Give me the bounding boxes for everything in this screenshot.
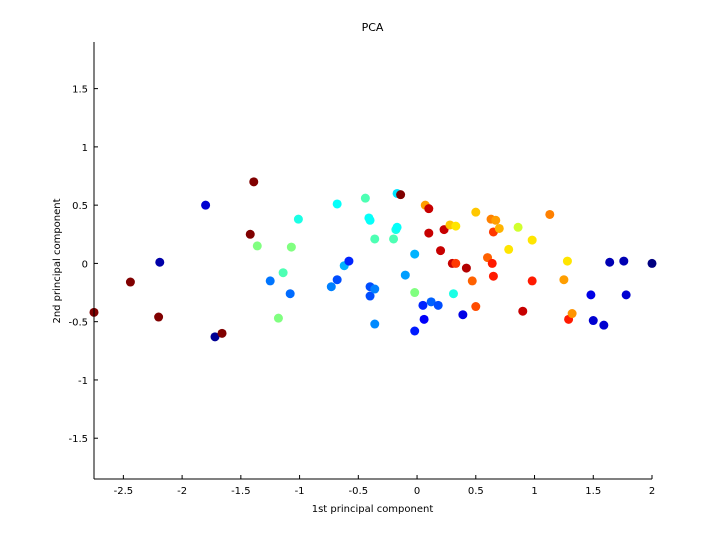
y-tick-label: 1 xyxy=(82,143,88,154)
scatter-point xyxy=(647,258,657,268)
scatter-point xyxy=(426,297,436,307)
scatter-point xyxy=(458,310,468,320)
x-tick-label: -2 xyxy=(177,486,187,497)
scatter-point xyxy=(370,234,380,244)
scatter-point xyxy=(562,256,572,266)
scatter-point xyxy=(285,289,295,299)
scatter-point xyxy=(155,257,165,267)
scatter-point xyxy=(400,270,410,280)
x-axis-title: 1st principal component xyxy=(312,504,434,515)
scatter-point xyxy=(265,276,275,286)
scatter-point xyxy=(344,256,354,266)
scatter-point xyxy=(621,290,631,300)
scatter-point xyxy=(513,222,523,232)
scatter-point xyxy=(396,190,406,200)
scatter-point xyxy=(504,244,514,254)
scatter-point xyxy=(471,207,481,217)
scatter-point xyxy=(467,276,477,286)
scatter-point xyxy=(599,320,609,330)
chart-title: PCA xyxy=(362,21,384,34)
scatter-point xyxy=(451,258,461,268)
scatter-point xyxy=(210,332,220,342)
scatter-point xyxy=(410,326,420,336)
scatter-point xyxy=(326,282,336,292)
y-tick-label: -1 xyxy=(78,376,88,387)
scatter-point xyxy=(545,209,555,219)
y-tick-label: 1.5 xyxy=(72,85,88,96)
y-tick-label: -1.5 xyxy=(68,434,88,445)
scatter-point xyxy=(424,228,434,238)
scatter-point xyxy=(436,246,446,256)
scatter-point xyxy=(488,271,498,281)
scatter-point xyxy=(433,300,443,310)
scatter-point xyxy=(217,328,227,338)
scatter-point xyxy=(418,300,428,310)
scatter-point xyxy=(360,193,370,203)
scatter-point xyxy=(370,284,380,294)
scatter-point xyxy=(527,276,537,286)
scatter-point xyxy=(365,215,375,225)
y-tick-label: 0.5 xyxy=(72,201,88,212)
scatter-point xyxy=(332,199,342,209)
x-tick-label: 2 xyxy=(649,486,655,497)
scatter-point xyxy=(154,312,164,322)
scatter-point xyxy=(370,319,380,329)
x-tick-label: 1.5 xyxy=(585,486,601,497)
scatter-point xyxy=(125,277,135,287)
scatter-point xyxy=(424,204,434,214)
scatter-point xyxy=(494,223,504,233)
scatter-point xyxy=(491,215,501,225)
y-ticks: -1.5 -1 -0.5 0 0.5 1 1.5 xyxy=(68,85,98,445)
points-layer xyxy=(89,177,657,342)
scatter-point xyxy=(365,291,375,301)
y-tick-label: -0.5 xyxy=(68,318,88,329)
scatter-point xyxy=(588,316,598,326)
scatter-point xyxy=(278,268,288,278)
scatter-point xyxy=(293,214,303,224)
x-tick-label: 1 xyxy=(531,486,537,497)
scatter-point xyxy=(487,258,497,268)
scatter-point xyxy=(389,234,399,244)
scatter-point xyxy=(332,275,342,285)
x-tick-label: -2.5 xyxy=(114,486,134,497)
scatter-point xyxy=(249,177,259,187)
scatter-point xyxy=(286,242,296,252)
scatter-point xyxy=(559,275,569,285)
scatter-point xyxy=(273,313,283,323)
x-ticks: -2.5 -2 -1.5 -1 -0.5 0 0.5 1 1.5 2 xyxy=(114,475,655,497)
scatter-point xyxy=(201,200,211,210)
scatter-point xyxy=(451,221,461,231)
scatter-point xyxy=(471,302,481,312)
y-axis-title: 2nd principal component xyxy=(52,198,63,323)
scatter-point xyxy=(527,235,537,245)
scatter-point xyxy=(461,263,471,273)
x-tick-label: 0.5 xyxy=(468,486,484,497)
x-tick-label: -1 xyxy=(295,486,305,497)
x-tick-label: -1.5 xyxy=(231,486,251,497)
scatter-point xyxy=(567,309,577,319)
scatter-point xyxy=(392,222,402,232)
scatter-point xyxy=(448,289,458,299)
scatter-point xyxy=(245,229,255,239)
scatter-point xyxy=(586,290,596,300)
scatter-point xyxy=(605,257,615,267)
scatter-point xyxy=(252,241,262,251)
scatter-point xyxy=(619,256,629,266)
scatter-point xyxy=(410,249,420,259)
x-tick-label: 0 xyxy=(414,486,420,497)
scatter-point xyxy=(410,288,420,298)
scatter-point xyxy=(419,314,429,324)
scatter-point xyxy=(518,306,528,316)
y-tick-label: 0 xyxy=(82,259,88,270)
x-tick-label: -0.5 xyxy=(349,486,369,497)
